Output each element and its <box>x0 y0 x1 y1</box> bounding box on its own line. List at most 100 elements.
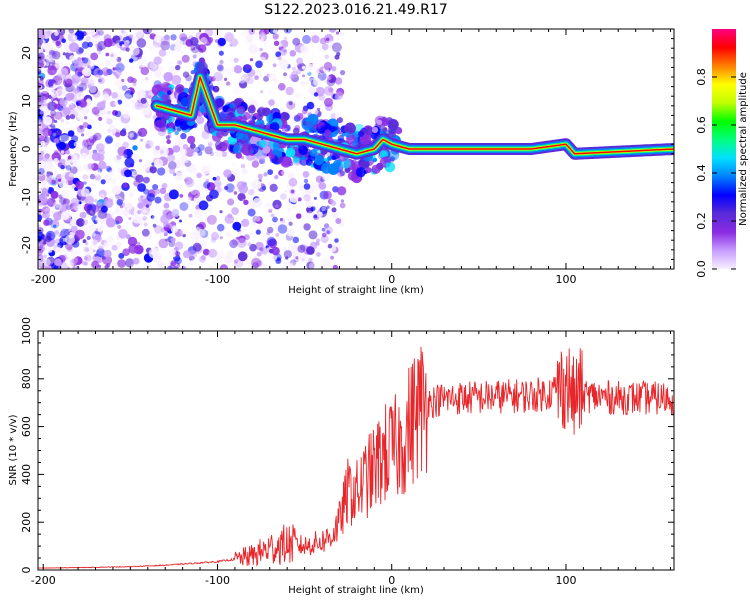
spectrogram-cell <box>122 248 130 256</box>
spectrogram-cell <box>42 127 51 137</box>
spectrogram-cell <box>209 151 214 157</box>
spectrogram-cell <box>68 172 74 178</box>
spectrogram-cell <box>216 63 224 71</box>
spectrogram-cell <box>58 224 65 231</box>
spectrogram-cell <box>249 230 254 236</box>
spectrogram-cell <box>82 57 89 64</box>
spectrogram-cell <box>218 50 224 56</box>
spectrogram-cell <box>87 41 93 48</box>
spectrogram-cell <box>221 266 226 269</box>
colorbar-tick-label: 0.4 <box>695 164 708 182</box>
spectrogram-cell <box>91 134 98 142</box>
spectrogram-cell <box>174 241 184 250</box>
spectrogram-cell <box>309 262 316 269</box>
spectrogram-cell <box>163 232 168 237</box>
spectrogram-cell <box>133 29 143 39</box>
spectrogram-cell <box>331 207 337 213</box>
spectrogram-cell <box>180 97 190 107</box>
spectrogram-cell <box>65 234 75 245</box>
spectrogram-cell <box>75 92 84 101</box>
spectrogram-cell <box>287 172 294 179</box>
spectrogram-cell <box>188 213 193 218</box>
spectrogram-cell <box>200 37 208 45</box>
spectrogram-cell <box>46 176 52 182</box>
spectrogram-yaxis-tick-label: -10 <box>20 188 33 206</box>
spectrogram-cell <box>98 160 107 170</box>
spectrogram-cell <box>194 200 199 205</box>
spectrogram-cell <box>243 199 249 205</box>
spectrogram-cell <box>280 170 285 175</box>
spectrogram-cell <box>110 51 117 58</box>
spectrogram-cell <box>45 137 51 144</box>
spectrogram-cell <box>229 102 235 109</box>
spectrogram-cell <box>387 149 400 161</box>
spectrogram-yaxis-tick-label: 20 <box>20 46 33 60</box>
spectrogram-cell <box>104 59 112 67</box>
spectrogram-cell <box>194 146 201 154</box>
spectrogram-cell <box>169 41 179 51</box>
spectrogram-cell <box>311 35 320 44</box>
spectrogram-cell <box>196 61 208 74</box>
spectrogram-cell <box>76 125 85 133</box>
spectrogram-cell <box>68 255 78 265</box>
spectrogram-cell <box>86 144 92 150</box>
spectrogram-cell <box>128 192 134 198</box>
spectrogram-cell <box>105 136 113 145</box>
spectrogram-cell <box>177 60 183 65</box>
spectrogram-cell <box>314 248 319 253</box>
spectrogram-cell <box>65 93 74 102</box>
spectrogram-cell <box>156 167 166 176</box>
spectrogram-cell <box>179 33 188 42</box>
spectrogram-xaxis-tick-label: -100 <box>205 273 230 286</box>
spectrogram-cell <box>131 77 137 84</box>
spectrogram-cell <box>112 35 121 44</box>
spectrogram-cell <box>161 183 168 189</box>
spectrogram-cell <box>337 135 345 142</box>
spectrogram-cell <box>143 222 148 227</box>
spectrogram-cell <box>61 38 66 43</box>
spectrogram-cell <box>250 104 255 109</box>
spectrogram-cell <box>131 153 137 160</box>
spectrogram-cell <box>38 263 41 268</box>
spectrogram-cell <box>82 219 89 226</box>
spectrogram-cell <box>221 189 227 195</box>
spectrogram-cell <box>98 116 103 121</box>
spectrogram-cell <box>258 159 264 165</box>
spectrogram-cell <box>61 189 70 199</box>
spectrogram-cell <box>53 138 60 144</box>
spectrogram-cell <box>123 111 130 119</box>
spectrogram-cell <box>339 202 346 209</box>
spectrogram-cell <box>179 219 182 223</box>
spectrogram-cell <box>111 178 117 184</box>
spectrogram-cell <box>75 106 83 114</box>
spectrogram-cell <box>182 71 190 78</box>
spectrogram-cell <box>326 230 331 235</box>
spectrogram-cell <box>44 198 53 207</box>
spectrogram-cell <box>313 214 318 219</box>
spectrogram-cell <box>334 113 340 119</box>
spectrogram-cell <box>164 34 170 41</box>
spectrogram-cell <box>180 257 184 261</box>
spectrogram-cell <box>192 54 197 59</box>
spectrogram-cell <box>224 32 235 42</box>
spectrogram-cell <box>305 69 310 74</box>
spectrogram-cell <box>318 94 325 101</box>
colorbar-gradient <box>712 29 736 269</box>
spectrogram-cell <box>97 69 104 76</box>
spectrogram-cell <box>111 244 118 251</box>
spectrogram-cell <box>320 257 330 267</box>
spectrogram-cell <box>67 130 75 137</box>
spectrogram-cell <box>197 183 207 192</box>
spectrogram-cell <box>145 212 149 217</box>
spectrogram-cell <box>154 196 162 204</box>
spectrogram-cell <box>82 122 89 128</box>
spectrogram-cell <box>41 206 51 215</box>
spectrogram-cell <box>38 117 41 123</box>
spectrogram-cell <box>138 94 143 99</box>
spectrogram-cell <box>142 176 150 184</box>
spectrogram-cell <box>302 171 310 178</box>
spectrogram-cell <box>174 130 179 136</box>
spectrogram-cell <box>71 250 76 254</box>
spectrogram-cell <box>176 127 182 132</box>
spectrogram-cell <box>118 60 122 65</box>
